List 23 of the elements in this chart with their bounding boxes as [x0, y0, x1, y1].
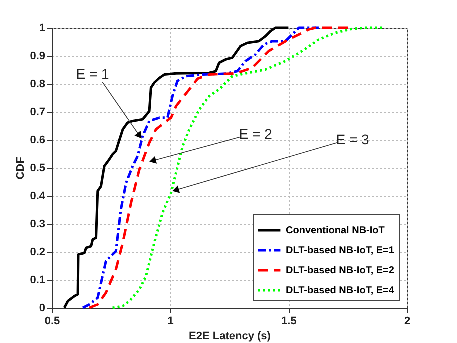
y-tick-label: 0.8: [30, 78, 46, 90]
x-tick-label: 1: [168, 316, 174, 328]
y-tick-label: 1: [39, 22, 46, 34]
x-tick-label: 1.5: [282, 316, 297, 328]
annotation: E = 1: [76, 66, 110, 82]
annotation: E = 3: [336, 131, 370, 148]
y-tick-label: 0.5: [30, 162, 46, 174]
y-tick-label: 0.4: [30, 190, 46, 202]
y-tick-label: 0.3: [30, 218, 46, 230]
annotation: E = 2: [239, 126, 273, 142]
y-tick-label: 0.9: [30, 50, 46, 62]
y-tick-label: 0: [39, 302, 46, 314]
legend-label: Conventional NB-IoT: [286, 226, 385, 236]
x-tick-label: 2: [404, 316, 411, 328]
legend-label: DLT-based NB-IoT, E=1: [286, 246, 395, 256]
y-tick-label: 0.1: [30, 274, 46, 286]
y-tick-label: 0.2: [30, 246, 46, 258]
x-axis-title: E2E Latency (s): [189, 330, 272, 342]
y-tick-label: 0.7: [30, 106, 46, 118]
legend-label: DLT-based NB-IoT, E=2: [286, 266, 395, 276]
y-tick-label: 0.6: [30, 134, 46, 146]
y-axis-title: CDF: [15, 156, 28, 180]
legend-label: DLT-based NB-IoT, E=4: [286, 286, 395, 296]
